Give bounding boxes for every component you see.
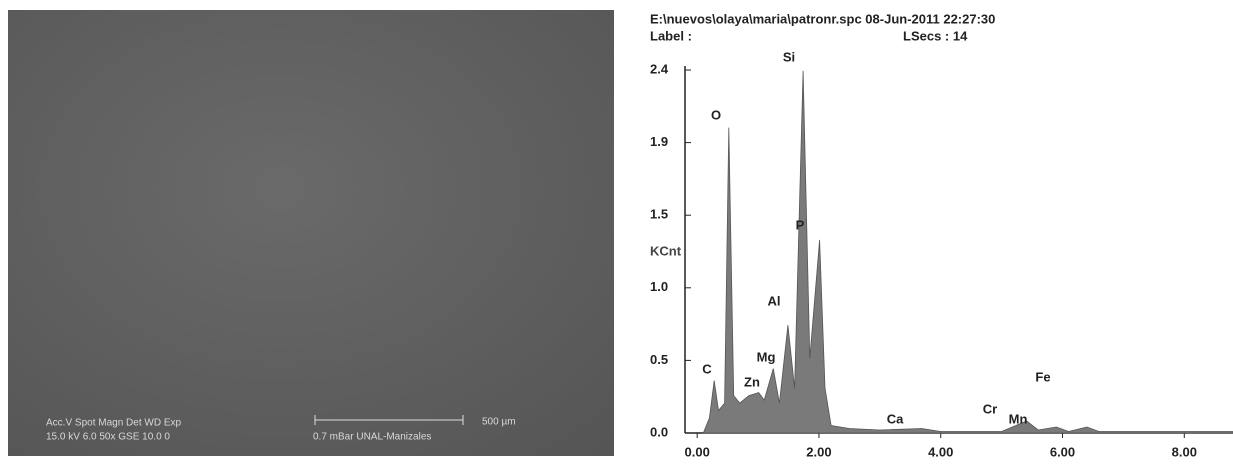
peak-label: Mn xyxy=(1009,411,1028,426)
sem-caption-values: 15.0 kV 6.0 50x GSE 10.0 0 xyxy=(46,432,170,443)
x-tick-label: 8.00 xyxy=(1172,444,1197,459)
peak-label: Al xyxy=(768,293,781,308)
x-tick-label: 2.00 xyxy=(806,444,831,459)
peak-label: C xyxy=(702,361,712,376)
sem-caption-labels: Acc.V Spot Magn Det WD Exp xyxy=(46,418,181,429)
peak-label: O xyxy=(711,107,721,122)
y-tick-label: 0.0 xyxy=(650,424,668,439)
x-tick-label: 0.00 xyxy=(685,444,710,459)
chart-subtitle: Label : xyxy=(650,28,692,43)
y-tick-label: 0.5 xyxy=(650,352,668,367)
peak-label: Si xyxy=(783,49,795,64)
y-tick-label: 1.5 xyxy=(650,207,668,222)
peak-label: Mg xyxy=(757,349,776,364)
x-tick-label: 6.00 xyxy=(1050,444,1075,459)
x-tick-label: 4.00 xyxy=(928,444,953,459)
scale-bar-label: 500 µm xyxy=(482,417,516,428)
y-tick-label: 1.0 xyxy=(650,279,668,294)
peak-label: Ca xyxy=(887,411,904,426)
peak-label: Cr xyxy=(983,401,997,416)
peak-label: Fe xyxy=(1035,369,1050,384)
peak-label: Zn xyxy=(744,374,760,389)
plot: 0.0 0.5 1.0 1.5 1.9 2.4 0.00 2.00 4.00 6.00 8.00 C O… xyxy=(650,49,1233,459)
lsecs: LSecs : 14 xyxy=(903,28,968,43)
sem-image xyxy=(8,10,614,456)
sem-conditions: 0.7 mBar UNAL-Manizales xyxy=(313,432,431,443)
y-axis-label: KCnt xyxy=(650,243,682,258)
y-tick-label: 2.4 xyxy=(650,61,669,76)
spectrum xyxy=(702,70,1233,434)
y-tick-label: 1.9 xyxy=(650,134,668,149)
chart-title: E:\nuevos\olaya\maria\patronr.spc 08-Jun… xyxy=(650,11,995,26)
peak-label: P xyxy=(796,217,805,232)
